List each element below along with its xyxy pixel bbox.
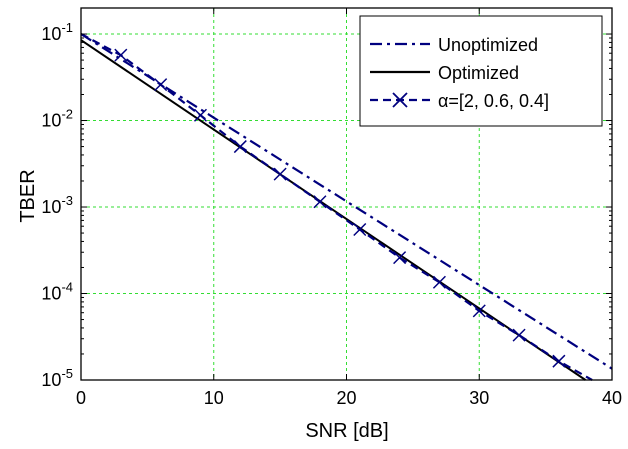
y-tick-label: 10-2 xyxy=(41,107,73,131)
series-marker xyxy=(233,140,247,154)
series-marker xyxy=(512,328,526,342)
legend-marker xyxy=(392,92,408,108)
tick-labels: 0 10 20 30 40 10-5 10-4 10-3 10-2 10-1 xyxy=(41,20,622,408)
y-axis-label: TBER xyxy=(17,169,39,222)
legend-label-3: α=[2, 0.6, 0.4] xyxy=(438,91,549,111)
y-tick-label: 10-1 xyxy=(41,20,73,44)
x-tick-label: 20 xyxy=(336,388,356,408)
series-marker xyxy=(393,251,407,265)
axes-frame xyxy=(80,7,613,381)
x-axis-label: SNR [dB] xyxy=(305,420,388,442)
legend: Unoptimized Optimized α=[2, 0.6, 0.4] xyxy=(359,15,603,127)
series-marker xyxy=(432,275,446,289)
series-marker xyxy=(313,195,327,209)
y-tick-label: 10-3 xyxy=(41,193,73,217)
series-marker xyxy=(154,78,168,92)
y-tick-label: 10-5 xyxy=(41,366,73,390)
legend-label-1: Unoptimized xyxy=(438,35,538,55)
x-tick-label: 40 xyxy=(602,388,622,408)
series-marker xyxy=(114,48,128,62)
series-marker xyxy=(552,354,566,368)
series-line-1 xyxy=(80,33,613,370)
series-layer xyxy=(80,33,613,381)
series-marker xyxy=(193,108,208,122)
series-marker xyxy=(273,167,287,181)
x-tick-label: 0 xyxy=(76,388,86,408)
x-tick-label: 30 xyxy=(469,388,489,408)
x-tick-label: 10 xyxy=(204,388,224,408)
legend-label-2: Optimized xyxy=(438,63,519,83)
series-marker xyxy=(353,222,367,237)
series-line-3 xyxy=(80,33,593,381)
y-tick-label: 10-4 xyxy=(41,280,73,304)
series-marker xyxy=(472,304,486,318)
